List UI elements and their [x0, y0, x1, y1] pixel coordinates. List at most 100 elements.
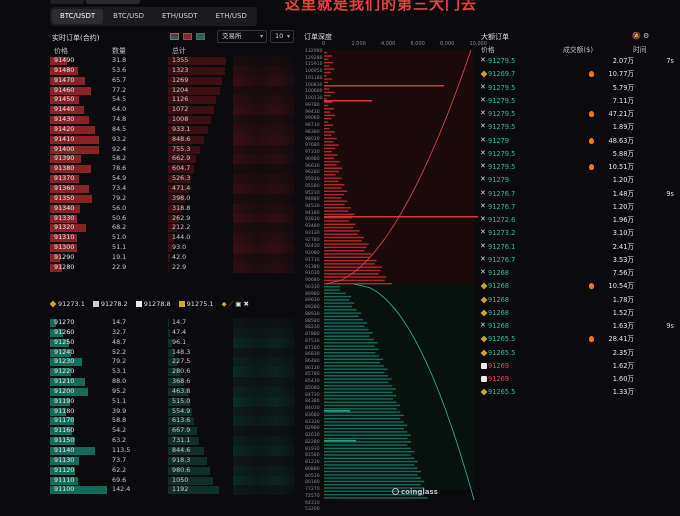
tab-pair[interactable]: ETH/USD [215, 12, 247, 20]
orderbook-row[interactable]: 91220 53.1 280.6 [50, 367, 294, 377]
order-amount: 10.77万 [608, 70, 634, 79]
orderbook-row[interactable]: 91490 31.8 1355 [50, 56, 294, 66]
orderbook-row[interactable]: 91230 79.2 227.5 [50, 357, 294, 367]
large-order-row[interactable]: 91279.5 1.89万 [480, 120, 676, 134]
orderbook-row[interactable]: 91320 68.2 212.2 [50, 223, 294, 233]
orderbook-row[interactable]: 91310 51.0 144.0 [50, 233, 294, 243]
orderbook-row[interactable]: 91160 54.2 667.9 [50, 426, 294, 436]
large-order-row[interactable]: 91268 10.54万 [480, 280, 676, 293]
large-order-row[interactable]: 91279.5 5.88万 [480, 147, 676, 161]
order-price: 91268 [488, 269, 509, 277]
top-mini-tab[interactable] [50, 0, 84, 4]
orderbook-row[interactable]: 91420 84.5 933.1 [50, 125, 294, 135]
heat-cell [233, 347, 295, 358]
tab-pair[interactable]: BTC/USDT [52, 9, 104, 24]
large-order-row[interactable]: 91279.5 2.07万 7s [480, 54, 676, 68]
order-amount: 1.96万 [612, 216, 634, 224]
tab-pair[interactable]: BTC/USD [113, 12, 145, 20]
gear-icon[interactable]: ⚙ [642, 32, 650, 40]
orderbook-row[interactable]: 91330 50.6 262.9 [50, 214, 294, 224]
okx-icon [480, 213, 487, 226]
order-time: 7s [666, 57, 674, 65]
orderbook-row[interactable]: 91400 92.4 755.3 [50, 145, 294, 155]
large-order-row[interactable]: 91272.6 1.96万 [480, 213, 676, 227]
large-order-row[interactable]: 91279 48.63万 [480, 134, 676, 148]
compare-icon[interactable]: ▣ [235, 300, 242, 308]
orderbook-row[interactable]: 91460 77.2 1204 [50, 86, 294, 96]
binance-icon [49, 300, 57, 308]
orderbook-row[interactable]: 91180 39.9 554.9 [50, 407, 294, 417]
orderbook-row[interactable]: 91340 56.0 318.8 [50, 204, 294, 214]
view-both-icon[interactable] [170, 33, 179, 40]
orderbook-row[interactable]: 91240 52.2 148.3 [50, 348, 294, 358]
orderbook-row[interactable]: 91250 48.7 96.1 [50, 338, 294, 348]
large-order-row[interactable]: 91268 7.56万 [480, 266, 676, 280]
row-price: 91440 [54, 105, 75, 114]
orderbook-row[interactable]: 91210 88.0 368.6 [50, 377, 294, 387]
mute-icon[interactable]: 🔕 [632, 32, 641, 40]
large-order-row[interactable]: 91268 1.78万 [480, 294, 676, 307]
bid-level-bar [324, 408, 397, 410]
tab-pair[interactable]: ETH/USDT [162, 12, 198, 20]
orderbook-row[interactable]: 91430 74.8 1008 [50, 115, 294, 125]
large-order-row[interactable]: 91276.1 2.41万 [480, 240, 676, 254]
large-order-row[interactable]: 91276.7 3.53万 [480, 253, 676, 267]
large-order-row[interactable]: 91279.5 7.11万 [480, 94, 676, 108]
qty-bar [50, 96, 79, 105]
orderbook-row[interactable]: 91130 73.7 918.3 [50, 456, 294, 466]
orderbook-row[interactable]: 91270 14.7 14.7 [50, 318, 294, 328]
orderbook-row[interactable]: 91140 113.5 844.6 [50, 446, 294, 456]
orderbook-row[interactable]: 91300 51.1 93.0 [50, 243, 294, 253]
depth-y-label: 86130 [305, 365, 320, 371]
large-order-row[interactable]: 91265.5 1.33万 [480, 386, 676, 399]
large-order-row[interactable]: 91265.5 28.41万 [480, 333, 676, 346]
orderbook-row[interactable]: 91440 64.0 1072 [50, 105, 294, 115]
top-mini-tab[interactable] [86, 0, 140, 4]
view-asks-icon[interactable] [183, 33, 192, 40]
depth-step-select[interactable]: 10 ▾ [270, 30, 294, 43]
orderbook-row[interactable]: 91290 19.1 42.0 [50, 253, 294, 263]
large-order-row[interactable]: 91279 1.20万 [480, 173, 676, 187]
large-order-row[interactable]: 91269.7 10.77万 [480, 68, 676, 81]
large-order-row[interactable]: 91279.5 10.51万 [480, 160, 676, 174]
orderbook-row[interactable]: 91470 65.7 1269 [50, 76, 294, 86]
orderbook-row[interactable]: 91110 69.6 1050 [50, 476, 294, 486]
orderbook-row[interactable]: 91360 73.4 471.4 [50, 184, 294, 194]
view-bids-icon[interactable] [196, 33, 205, 40]
large-order-row[interactable]: 91269 1.60万 [480, 373, 676, 386]
large-order-row[interactable]: 91273.2 3.10万 [480, 226, 676, 240]
large-order-row[interactable]: 91279.5 47.21万 [480, 107, 676, 121]
orderbook-row[interactable]: 91410 93.2 848.6 [50, 135, 294, 145]
exchange-select[interactable]: 交易所 ▾ [217, 30, 267, 43]
orderbook-row[interactable]: 91350 79.2 398.0 [50, 194, 294, 204]
bid-level-bar [324, 441, 411, 443]
large-order-row[interactable]: 91268 1.63万 9s [480, 319, 676, 333]
orderbook-row[interactable]: 91370 54.9 526.3 [50, 174, 294, 184]
orderbook-row[interactable]: 91280 22.9 22.9 [50, 263, 294, 273]
bid-level-bar [324, 454, 411, 456]
expand-icon[interactable]: ✖ [243, 300, 249, 308]
orderbook-row[interactable]: 91100 142.4 1192 [50, 485, 294, 495]
ask-level-bar [324, 137, 337, 140]
orderbook-row[interactable]: 91200 95.2 463.8 [50, 387, 294, 397]
large-order-row[interactable]: 91276.7 1.20万 [480, 200, 676, 214]
large-order-row[interactable]: 91269 1.62万 [480, 360, 676, 373]
orderbook-row[interactable]: 91380 78.6 604.7 [50, 164, 294, 174]
depth-y-label: 99780 [305, 102, 320, 108]
orderbook-row[interactable]: 91120 62.2 980.6 [50, 466, 294, 476]
orderbook-row[interactable]: 91150 63.2 731.1 [50, 436, 294, 446]
orderbook-row[interactable]: 91390 58.2 662.9 [50, 154, 294, 164]
large-order-row[interactable]: 91279.5 5.79万 [480, 81, 676, 95]
large-order-row[interactable]: 91265.5 2.35万 [480, 347, 676, 360]
orderbook-row[interactable]: 91480 53.6 1323 [50, 66, 294, 76]
orderbook-row[interactable]: 91260 32.7 47.4 [50, 328, 294, 338]
orderbook-row[interactable]: 91170 58.8 613.6 [50, 416, 294, 426]
large-order-row[interactable]: 91276.7 1.48万 9s [480, 187, 676, 201]
binance-icon[interactable]: ◆ [221, 300, 227, 308]
ask-wall-bar [324, 85, 444, 87]
large-order-row[interactable]: 91268 1.52万 [480, 307, 676, 320]
orderbook-row[interactable]: 91190 51.1 515.0 [50, 397, 294, 407]
orderbook-row[interactable]: 91450 54.5 1126 [50, 95, 294, 105]
chart-toggle-icon[interactable]: ⟋ [228, 300, 234, 308]
row-total: 755.3 [172, 144, 191, 153]
